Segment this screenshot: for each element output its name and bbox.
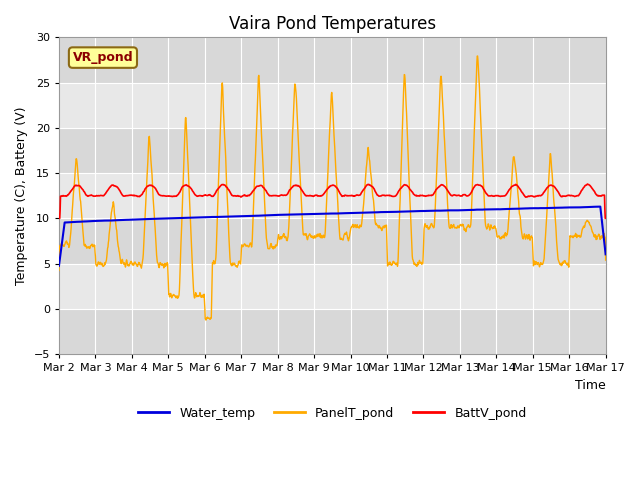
Bar xyxy=(59,218,605,264)
Bar xyxy=(59,309,605,354)
Legend: Water_temp, PanelT_pond, BattV_pond: Water_temp, PanelT_pond, BattV_pond xyxy=(133,402,532,424)
Bar xyxy=(59,128,605,173)
Title: Vaira Pond Temperatures: Vaira Pond Temperatures xyxy=(228,15,436,33)
Text: VR_pond: VR_pond xyxy=(72,51,133,64)
Bar xyxy=(59,173,605,218)
Y-axis label: Temperature (C), Battery (V): Temperature (C), Battery (V) xyxy=(15,107,28,285)
X-axis label: Time: Time xyxy=(575,379,605,392)
Bar xyxy=(59,83,605,128)
Bar xyxy=(59,37,605,83)
Bar xyxy=(59,264,605,309)
